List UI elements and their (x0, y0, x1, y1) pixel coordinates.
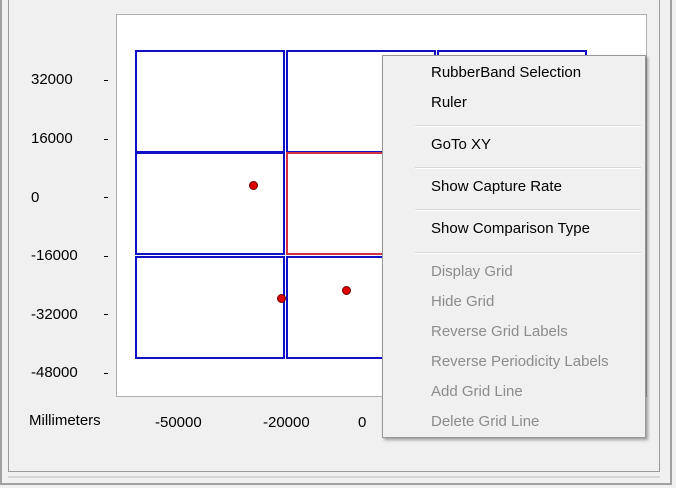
x-tick-label: -50000 (155, 414, 202, 431)
y-tick-mark (104, 373, 108, 374)
menu-separator (415, 125, 641, 127)
menu-separator (415, 252, 641, 254)
y-tick-label: -16000 (31, 247, 78, 264)
menu-separator (415, 167, 641, 169)
menu-separator (415, 209, 641, 211)
x-tick-label: -20000 (263, 414, 310, 431)
x-axis-unit-label: Millimeters (29, 412, 101, 429)
x-tick-label: 0 (358, 414, 367, 431)
menu-item-hide-grid: Hide Grid (431, 293, 495, 310)
grid-cell[interactable] (135, 152, 285, 255)
y-tick-mark (104, 80, 108, 81)
y-tick-mark (104, 139, 108, 140)
y-tick-label: 16000 (31, 130, 73, 147)
y-tick-mark (104, 314, 108, 315)
y-tick-label: 32000 (31, 71, 73, 88)
menu-item-show-capture-rate[interactable]: Show Capture Rate (431, 178, 562, 195)
menu-item-ruler[interactable]: Ruler (431, 94, 467, 111)
y-tick-label: 0 (31, 189, 40, 206)
y-tick-mark (104, 197, 108, 198)
menu-item-add-grid-line: Add Grid Line (431, 383, 523, 400)
y-tick-label: -48000 (31, 364, 78, 381)
menu-item-display-grid: Display Grid (431, 263, 513, 280)
y-tick-label: -32000 (31, 306, 78, 323)
data-point[interactable] (277, 294, 286, 303)
menu-item-goto-xy[interactable]: GoTo XY (431, 136, 492, 153)
menu-item-reverse-grid-labels: Reverse Grid Labels (431, 323, 568, 340)
grid-cell[interactable] (135, 50, 285, 153)
panel-bottom-edge (8, 476, 660, 478)
data-point[interactable] (249, 181, 258, 190)
grid-cell[interactable] (135, 256, 285, 359)
y-tick-mark (104, 256, 108, 257)
menu-item-rubberband-selection[interactable]: RubberBand Selection (431, 64, 582, 81)
data-point[interactable] (342, 286, 351, 295)
menu-item-show-comparison-type[interactable]: Show Comparison Type (431, 220, 590, 237)
context-menu: RubberBand Selection Ruler GoTo XY Show … (382, 55, 646, 438)
menu-item-reverse-periodicity-labels: Reverse Periodicity Labels (431, 353, 609, 370)
menu-item-delete-grid-line: Delete Grid Line (431, 413, 540, 430)
